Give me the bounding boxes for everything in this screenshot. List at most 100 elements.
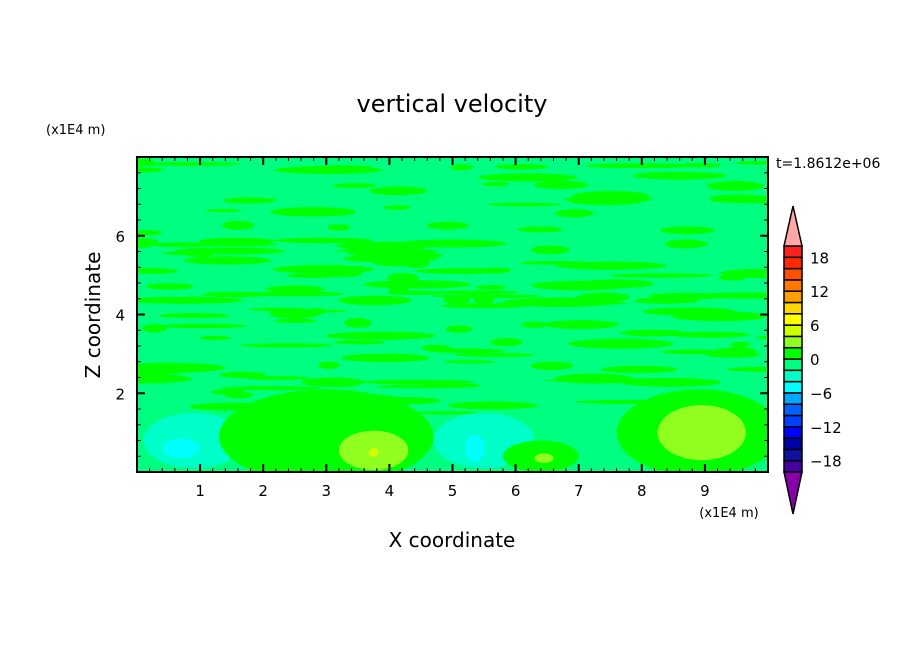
contour-band xyxy=(730,341,751,348)
contour-field xyxy=(137,157,768,472)
contour-band xyxy=(332,183,377,189)
contour-band xyxy=(533,180,589,190)
contour-band xyxy=(265,285,325,293)
contour-band xyxy=(726,366,768,372)
contour-region xyxy=(465,434,485,463)
contour-band xyxy=(440,303,528,309)
contour-band xyxy=(709,194,768,202)
contour-band xyxy=(554,209,594,218)
colorbar-over-arrow xyxy=(783,205,803,247)
colorbar-box xyxy=(783,290,803,304)
y-axis-label: Z coordinate xyxy=(81,252,105,379)
contour-band xyxy=(473,295,495,304)
colorbar-label: −12 xyxy=(810,419,842,437)
colorbar-box xyxy=(783,267,803,281)
colorbar-label: 6 xyxy=(810,317,820,335)
contour-region xyxy=(657,405,746,461)
contour-band xyxy=(487,202,562,207)
contour-band xyxy=(426,221,469,230)
colorbar-box xyxy=(783,392,803,405)
colorbar: 18 12 6 0 −6 −12 −18 xyxy=(783,205,842,515)
contour-band xyxy=(199,335,231,341)
colorbar-under-arrow xyxy=(783,471,803,515)
colorbar-box xyxy=(783,403,803,417)
colorbar-label: 18 xyxy=(810,249,829,267)
colorbar-box xyxy=(783,369,803,383)
contour-band xyxy=(495,164,548,170)
contour-band xyxy=(158,313,230,319)
axis-ticks: 1 2 3 4 5 6 7 8 9 2 4 6 xyxy=(115,157,769,500)
colorbar-box xyxy=(783,279,803,292)
contour-band xyxy=(520,321,549,328)
contour-region xyxy=(534,453,554,463)
contour-band xyxy=(481,181,510,187)
y-unit-label: (x1E4 m) xyxy=(46,123,105,138)
contour-band xyxy=(369,186,428,196)
colorbar-box xyxy=(783,448,803,462)
contour-band xyxy=(576,279,655,288)
contour-band xyxy=(609,273,714,278)
contour-band xyxy=(273,318,317,323)
contour-band xyxy=(584,163,698,169)
contour-band xyxy=(270,206,357,217)
contour-band xyxy=(718,274,747,281)
contour-band xyxy=(531,301,628,306)
contour-band xyxy=(344,318,372,328)
colorbar-box xyxy=(783,437,803,451)
contour-band xyxy=(137,237,159,246)
chart-title: vertical velocity xyxy=(357,90,548,118)
contour-band xyxy=(183,256,272,265)
x-unit-label: (x1E4 m) xyxy=(699,506,758,521)
colorbar-label: 0 xyxy=(810,351,820,369)
contour-band xyxy=(706,181,764,191)
contour-band xyxy=(543,320,619,330)
contour-band xyxy=(734,161,768,165)
contour-band xyxy=(138,162,241,166)
contour-band xyxy=(158,323,248,329)
x-tick-label: 3 xyxy=(322,482,332,500)
contour-band xyxy=(414,268,511,274)
colorbar-box xyxy=(783,335,803,349)
contour-band xyxy=(246,376,311,381)
contour-band xyxy=(679,162,722,168)
contour-band xyxy=(620,377,721,387)
contour-band xyxy=(268,309,348,313)
x-tick-label: 7 xyxy=(574,482,584,500)
contour-band xyxy=(444,360,496,364)
contour-band xyxy=(375,384,471,389)
contour-band xyxy=(564,195,653,203)
contour-band xyxy=(325,331,436,340)
contour-band xyxy=(273,265,374,274)
contour-band xyxy=(447,401,538,410)
x-tick-label: 5 xyxy=(448,482,458,500)
colorbar-box xyxy=(783,426,803,439)
x-tick-label: 6 xyxy=(511,482,521,500)
colorbar-box xyxy=(783,358,803,372)
colorbar-box xyxy=(783,313,803,326)
contour-band xyxy=(478,173,578,182)
contour-band xyxy=(286,273,340,278)
contour-band xyxy=(239,343,334,348)
contour-band xyxy=(650,295,714,300)
colorbar-box xyxy=(783,301,803,315)
contour-band xyxy=(246,291,345,297)
colorbar-box xyxy=(783,459,803,473)
x-tick-label: 9 xyxy=(700,482,710,500)
contour-band xyxy=(756,335,768,340)
contour-band xyxy=(517,226,564,233)
contour-band xyxy=(274,166,383,174)
colorbar-label: −6 xyxy=(810,385,832,403)
y-tick-label: 2 xyxy=(115,385,125,403)
contour-band xyxy=(173,247,285,255)
x-tick-label: 8 xyxy=(637,482,647,500)
contour-band xyxy=(556,261,667,270)
contour-band xyxy=(386,290,444,295)
contour-band xyxy=(363,280,472,289)
contour-band xyxy=(221,386,321,391)
contour-band xyxy=(273,237,374,244)
contour-band xyxy=(600,365,678,374)
colorbar-box xyxy=(783,414,803,428)
contour-band xyxy=(224,391,254,399)
contour-band xyxy=(411,411,478,415)
